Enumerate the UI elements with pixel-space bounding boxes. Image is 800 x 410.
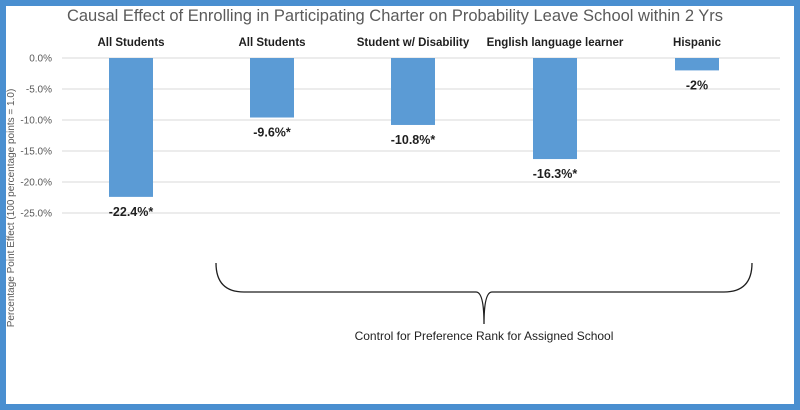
chart-title: Causal Effect of Enrolling in Participat… xyxy=(67,7,723,25)
bar xyxy=(250,58,294,118)
bar xyxy=(109,58,153,197)
data-label: -22.4%* xyxy=(109,205,154,219)
data-label: -16.3%* xyxy=(533,167,578,181)
y-tick-label: -15.0% xyxy=(20,147,52,158)
category-labels: All Students All Students Student w/ Disab… xyxy=(97,37,721,49)
y-tick-label: 0.0% xyxy=(29,54,52,65)
gridlines xyxy=(62,57,780,214)
category-label: All Students xyxy=(238,37,305,49)
bar xyxy=(675,58,719,71)
y-tick-label: -20.0% xyxy=(20,178,52,189)
y-axis-label: Percentage Point Effect (100 percentage … xyxy=(6,89,17,328)
bar xyxy=(391,58,435,125)
bars xyxy=(109,58,719,197)
grouping-brace xyxy=(215,262,753,325)
bar xyxy=(533,58,577,160)
y-tick-label: -10.0% xyxy=(20,116,52,127)
y-tick-label: -5.0% xyxy=(26,85,52,96)
data-label: -10.8%* xyxy=(391,133,436,147)
data-labels: -22.4%* -9.6%* -10.8%* -16.3%* -2% xyxy=(109,78,708,218)
brace-annotation: Control for Preference Rank for Assigned… xyxy=(355,329,614,343)
y-axis-ticks: 0.0% -5.0% -10.0% -15.0% -20.0% -25.0% xyxy=(20,54,52,220)
category-label: Hispanic xyxy=(673,37,722,49)
data-label: -9.6%* xyxy=(253,126,291,140)
y-tick-label: -25.0% xyxy=(20,209,52,220)
data-label: -2% xyxy=(686,78,708,92)
category-label: English language learner xyxy=(487,37,624,49)
category-label: All Students xyxy=(97,37,164,49)
category-label: Student w/ Disability xyxy=(357,37,470,49)
